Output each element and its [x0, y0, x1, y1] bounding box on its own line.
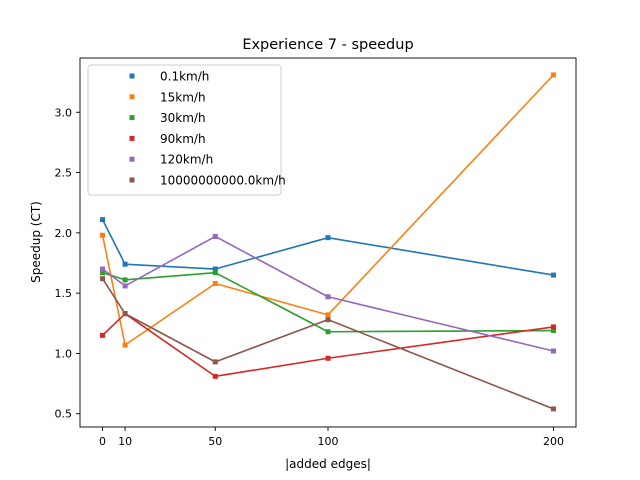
- x-tick-label: 0: [99, 435, 106, 448]
- x-tick-label: 100: [318, 435, 339, 448]
- data-point: [550, 348, 556, 354]
- legend-label: 15km/h: [160, 90, 206, 104]
- y-tick-label: 1.0: [55, 347, 73, 360]
- y-axis: 0.5 1.0 1.5 2.0 2.5 3.0: [55, 106, 80, 421]
- data-point: [122, 261, 128, 267]
- data-point: [325, 312, 331, 318]
- data-point: [212, 270, 218, 276]
- chart-title: Experience 7 - speedup: [242, 37, 413, 53]
- y-tick-label: 1.5: [55, 287, 73, 300]
- data-point: [325, 355, 331, 361]
- data-point: [100, 276, 106, 282]
- data-point: [325, 235, 331, 241]
- data-point: [550, 324, 556, 330]
- data-point: [212, 373, 218, 379]
- data-point: [325, 294, 331, 300]
- data-point: [122, 311, 128, 317]
- data-point: [325, 329, 331, 335]
- data-point: [122, 277, 128, 283]
- legend-marker: [129, 135, 135, 141]
- data-point: [100, 217, 106, 223]
- data-point: [212, 359, 218, 365]
- x-tick-label: 10: [118, 435, 132, 448]
- data-point: [212, 233, 218, 239]
- data-point: [100, 332, 106, 338]
- legend-marker: [129, 73, 135, 79]
- data-point: [550, 72, 556, 78]
- legend-box: [87, 64, 282, 196]
- data-point: [122, 342, 128, 348]
- y-tick-label: 2.0: [55, 227, 73, 240]
- x-axis: 0 10 50 100 200: [99, 427, 564, 448]
- legend-label: 0.1km/h: [160, 70, 209, 84]
- data-point: [550, 406, 556, 412]
- data-point: [122, 283, 128, 289]
- plot-area: [100, 72, 556, 412]
- legend-label: 90km/h: [160, 132, 206, 146]
- y-tick-label: 2.5: [55, 167, 73, 180]
- x-tick-label: 50: [208, 435, 222, 448]
- data-point: [550, 328, 556, 334]
- x-axis-label: |added edges|: [285, 457, 371, 471]
- y-tick-label: 3.0: [55, 106, 73, 119]
- data-point: [100, 232, 106, 238]
- legend-marker: [129, 177, 135, 183]
- y-tick-label: 0.5: [55, 408, 73, 421]
- legend-label: 120km/h: [160, 153, 213, 167]
- data-point: [550, 272, 556, 278]
- data-point: [100, 270, 106, 276]
- legend-label: 30km/h: [160, 111, 206, 125]
- legend: 0.1km/h 15km/h 30km/h 90km/h 120km/h 10000000…: [87, 64, 286, 196]
- legend-label: 10000000000.0km/h: [160, 174, 286, 188]
- x-tick-label: 200: [543, 435, 564, 448]
- y-axis-label: Speedup (CT): [29, 201, 43, 283]
- data-point: [325, 317, 331, 323]
- legend-marker: [129, 156, 135, 162]
- data-point: [212, 266, 218, 272]
- data-point: [212, 281, 218, 286]
- legend-marker: [129, 94, 135, 100]
- data-point: [100, 266, 106, 272]
- legend-marker: [129, 115, 135, 121]
